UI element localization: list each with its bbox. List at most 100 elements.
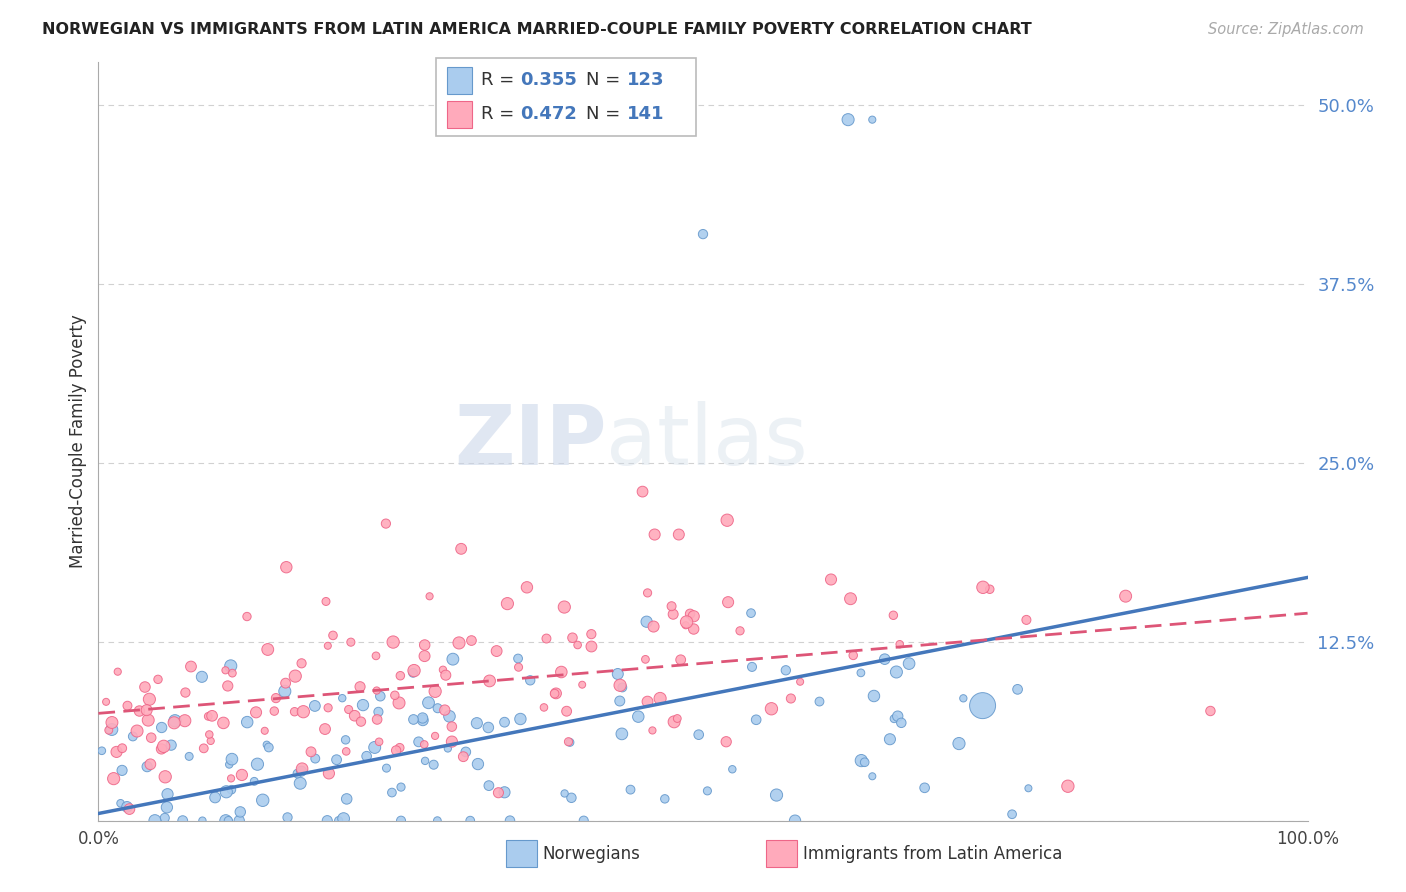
Point <box>437 741 460 756</box>
Point <box>152 739 174 754</box>
Point <box>648 691 671 706</box>
Point <box>253 723 276 738</box>
Point <box>366 683 388 698</box>
Point <box>156 800 179 814</box>
Point <box>948 737 970 751</box>
Point <box>849 665 872 680</box>
Point <box>898 657 921 671</box>
Point <box>193 741 215 756</box>
Point <box>217 679 239 693</box>
Point <box>666 711 689 725</box>
Point <box>555 704 578 718</box>
Text: ZIP: ZIP <box>454 401 606 482</box>
Point <box>450 541 472 556</box>
Point <box>315 594 337 608</box>
Point <box>217 814 239 828</box>
Point <box>619 782 641 797</box>
Point <box>136 713 159 727</box>
Point <box>304 698 326 713</box>
Point <box>413 738 436 752</box>
Point <box>150 742 173 756</box>
Point <box>90 744 112 758</box>
Point <box>441 652 464 666</box>
Point <box>889 637 911 651</box>
Point <box>837 112 859 127</box>
Point <box>228 814 250 828</box>
Point <box>103 772 125 786</box>
Point <box>496 597 519 611</box>
Text: NORWEGIAN VS IMMIGRANTS FROM LATIN AMERICA MARRIED-COUPLE FAMILY POVERTY CORRELA: NORWEGIAN VS IMMIGRANTS FROM LATIN AMERI… <box>42 22 1032 37</box>
Point <box>775 663 797 677</box>
Point <box>335 732 357 747</box>
Point <box>717 595 740 609</box>
Point <box>952 691 974 706</box>
Point <box>1057 779 1080 793</box>
Point <box>740 606 762 620</box>
Point <box>246 757 269 772</box>
Point <box>173 714 195 728</box>
Point <box>110 797 132 811</box>
Point <box>101 715 124 730</box>
Point <box>163 714 186 728</box>
Point <box>381 786 404 800</box>
Point <box>637 586 659 600</box>
Point <box>343 708 366 723</box>
Point <box>363 740 385 755</box>
Point <box>634 652 657 666</box>
Point <box>609 694 631 708</box>
Point <box>741 660 763 674</box>
Point <box>550 665 572 679</box>
Point <box>139 757 162 772</box>
Text: Source: ZipAtlas.com: Source: ZipAtlas.com <box>1208 22 1364 37</box>
Point <box>141 731 163 745</box>
Point <box>675 615 697 629</box>
Point <box>111 764 134 778</box>
Point <box>292 705 315 719</box>
Point <box>153 811 176 825</box>
Text: Immigrants from Latin America: Immigrants from Latin America <box>803 845 1062 863</box>
Point <box>851 754 873 768</box>
Point <box>388 696 411 710</box>
Point <box>101 723 124 737</box>
Point <box>316 700 339 714</box>
Point <box>432 663 454 677</box>
Point <box>160 738 183 752</box>
Point <box>879 732 901 747</box>
Point <box>215 814 238 828</box>
Point <box>1017 781 1039 796</box>
Point <box>728 624 751 638</box>
Point <box>135 703 157 717</box>
Text: R =: R = <box>481 105 520 123</box>
Point <box>554 787 576 801</box>
Point <box>155 770 177 784</box>
Point <box>581 640 603 654</box>
Point <box>581 627 603 641</box>
Point <box>423 684 446 698</box>
Point <box>440 734 463 748</box>
Point <box>745 713 768 727</box>
Point <box>368 690 391 704</box>
Point <box>299 745 322 759</box>
Point <box>335 744 357 758</box>
Point <box>426 814 449 828</box>
Point <box>218 757 240 772</box>
Point <box>972 580 994 594</box>
Point <box>668 527 690 541</box>
Point <box>979 582 1001 597</box>
Point <box>229 805 252 819</box>
Point <box>789 674 811 689</box>
Y-axis label: Married-Couple Family Poverty: Married-Couple Family Poverty <box>69 315 87 568</box>
Point <box>494 715 516 730</box>
Point <box>721 762 744 776</box>
Point <box>121 730 143 744</box>
Point <box>765 788 787 802</box>
Point <box>337 702 360 716</box>
Point <box>477 721 499 735</box>
Point <box>314 722 336 736</box>
Point <box>560 790 582 805</box>
Point <box>204 790 226 805</box>
Point <box>494 785 516 799</box>
Point <box>107 665 129 679</box>
Point <box>118 802 141 816</box>
Point <box>290 776 312 790</box>
